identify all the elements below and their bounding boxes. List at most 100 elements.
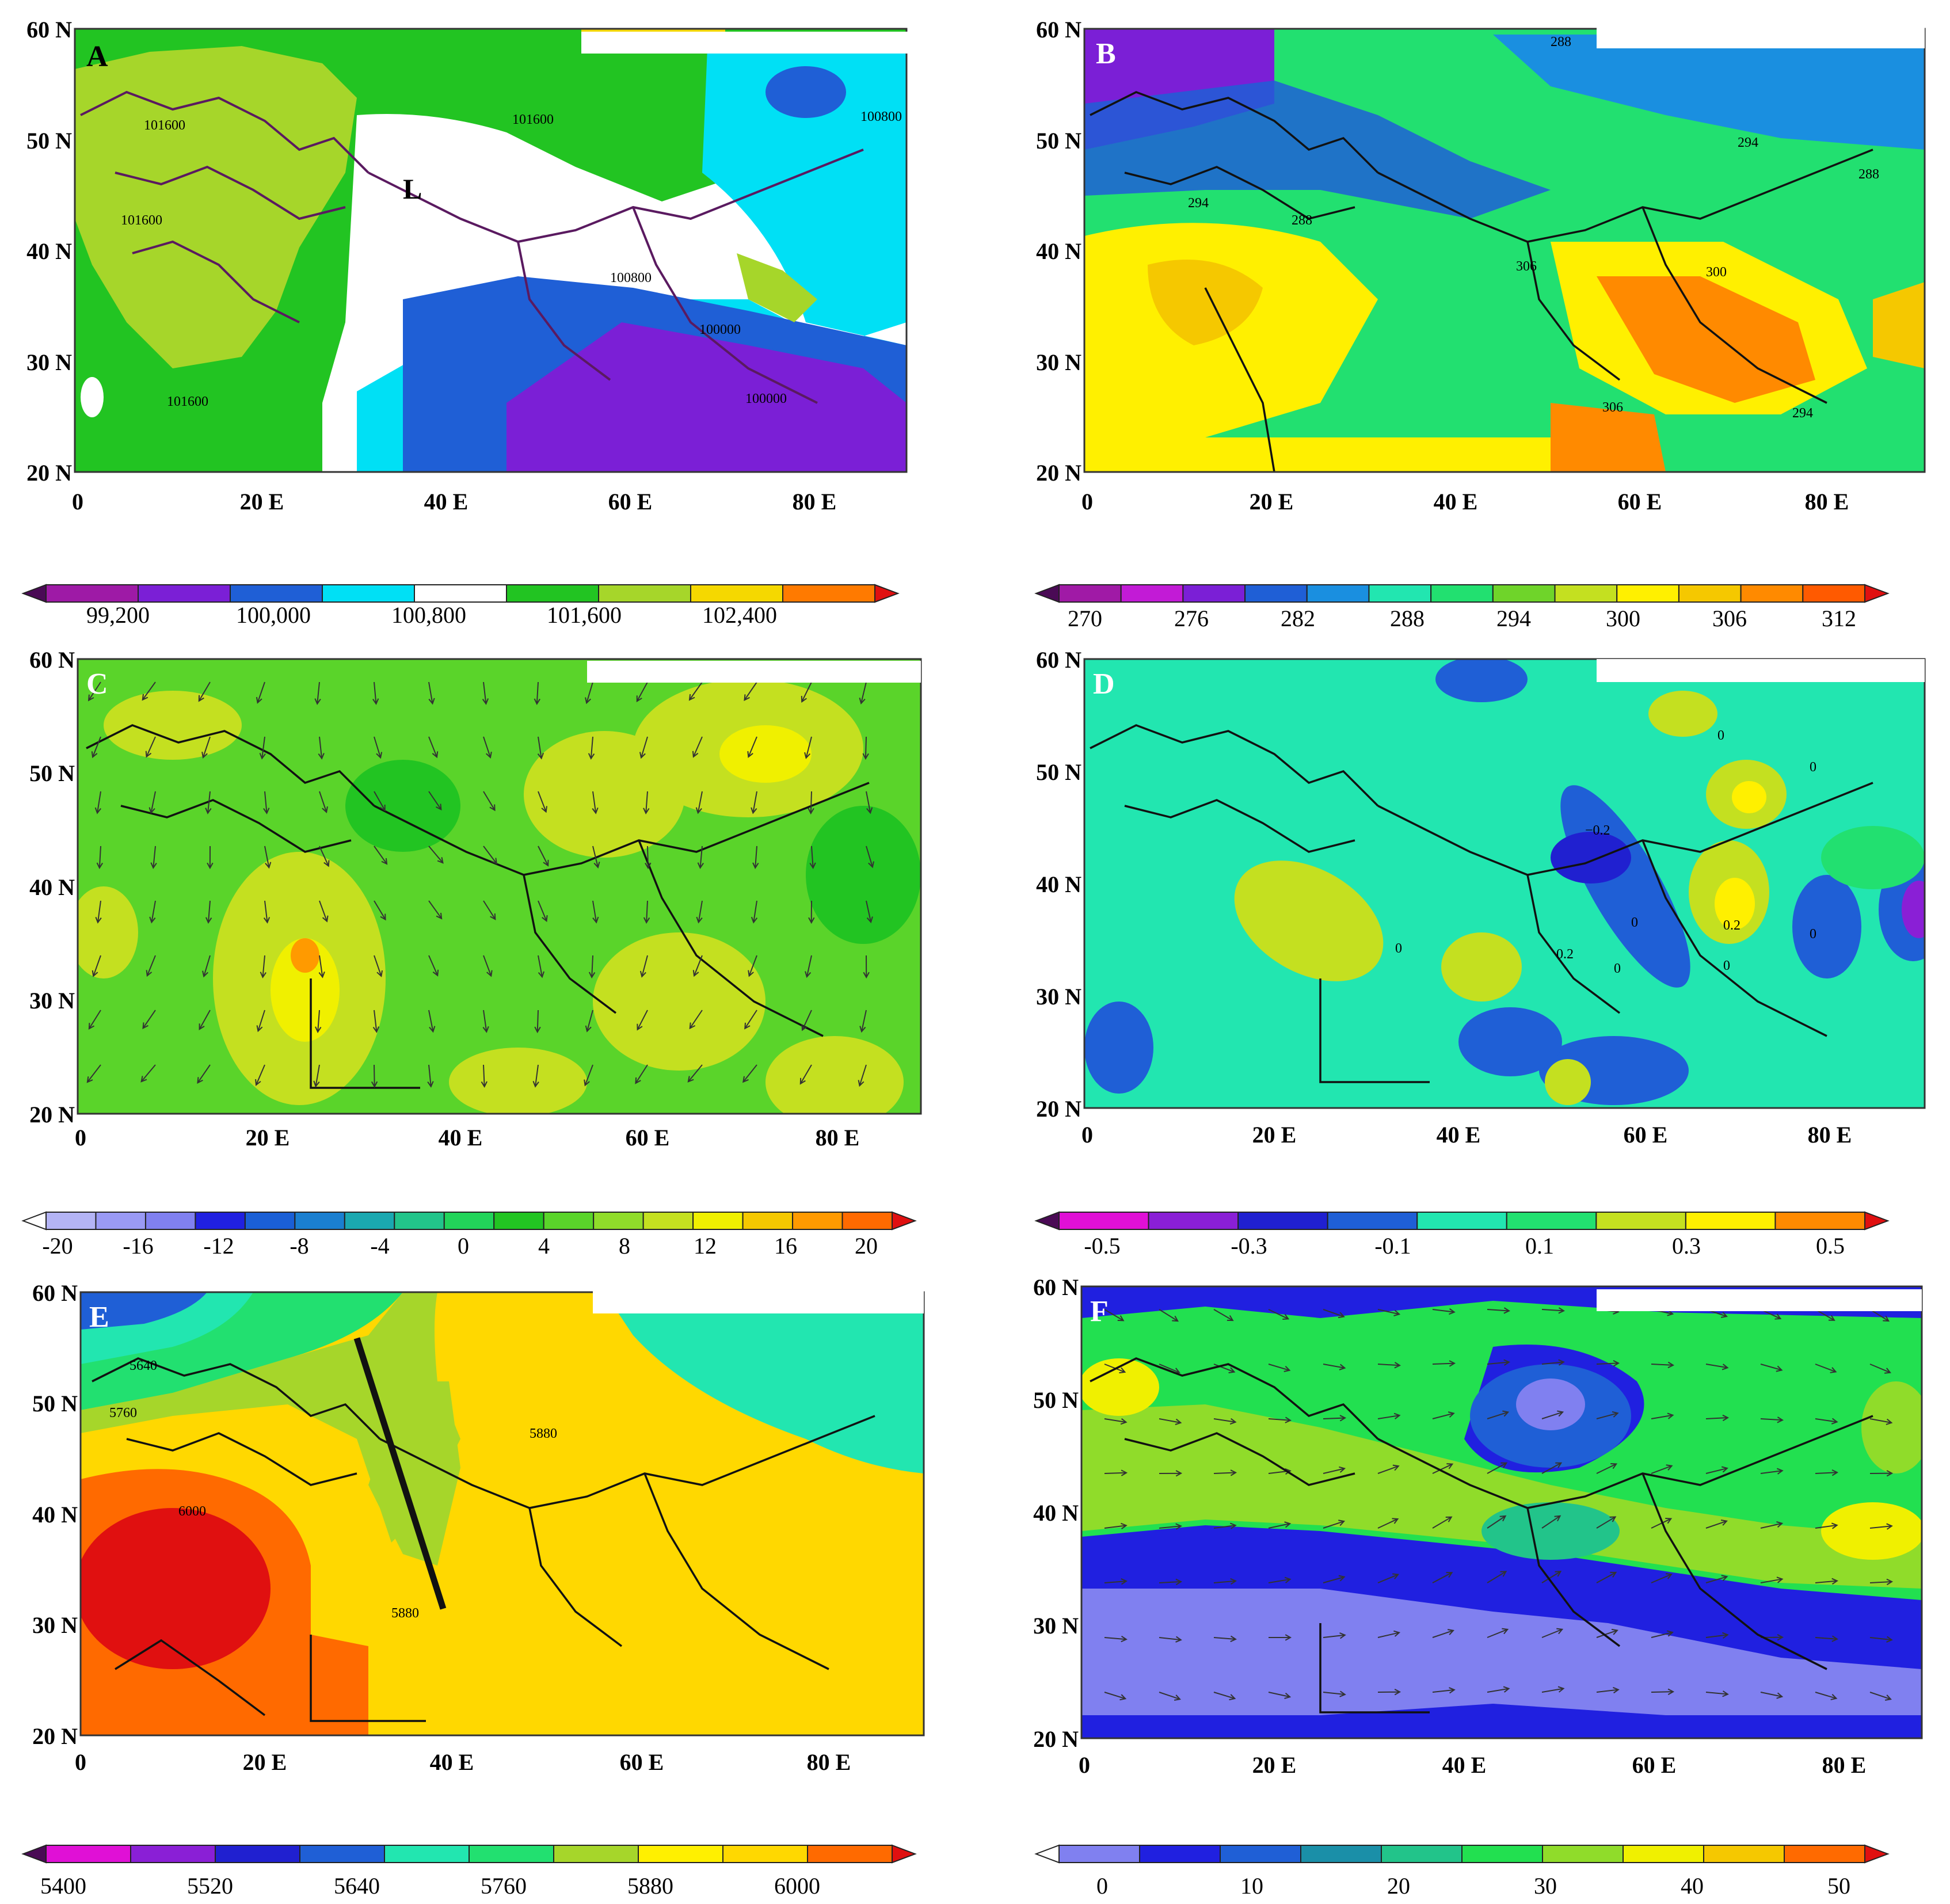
panel-f-upper-wind-map: F 60 N 50 N 40 N 30 N 20 N 0 20 E 40 E 6…	[1033, 1274, 1923, 1778]
wind-arrow	[1432, 1360, 1456, 1367]
svg-text:-12: -12	[203, 1233, 234, 1259]
wind-arrow	[1760, 1416, 1784, 1423]
wind-arrow	[592, 791, 599, 814]
colorbar-segment	[1554, 584, 1618, 603]
wind-arrow	[808, 791, 814, 815]
wind-arrow	[804, 736, 812, 759]
wind-arrow	[86, 1064, 101, 1083]
colorbar-segment	[443, 1212, 495, 1230]
colorbar-segment	[642, 1212, 694, 1230]
wind-arrow	[1705, 1466, 1728, 1474]
svg-text:0.5: 0.5	[1816, 1233, 1845, 1259]
wind-arrow	[1760, 1364, 1783, 1372]
colorbar-segment	[394, 1212, 445, 1230]
colorbar-segments	[1034, 584, 1890, 603]
wind-arrow	[636, 681, 648, 703]
colorbar-segment	[244, 1212, 296, 1230]
wind-arrow	[1487, 1410, 1510, 1419]
svg-text:4: 4	[538, 1233, 550, 1259]
svg-text:288: 288	[1551, 35, 1571, 49]
wind-arrow	[483, 736, 492, 759]
wind-arrow	[1541, 1571, 1562, 1583]
wind-arrow	[1432, 1572, 1453, 1583]
svg-text:20 E: 20 E	[1252, 1122, 1297, 1148]
wind-arrow	[140, 1064, 156, 1083]
colorbar-segment	[144, 1212, 196, 1230]
wind-arrow	[256, 1010, 265, 1033]
pressure-field	[75, 29, 907, 472]
wind-arrow	[584, 1064, 593, 1087]
colorbar-segment	[1381, 1845, 1462, 1863]
svg-text:100000: 100000	[745, 391, 787, 406]
colorbar-segment	[1492, 584, 1556, 603]
wind-arrow	[1432, 1516, 1453, 1529]
wind-arrow	[1651, 1573, 1673, 1583]
wind-arrow	[315, 1010, 322, 1033]
svg-text:50 N: 50 N	[29, 760, 75, 786]
vertical-velocity-field	[1084, 659, 1925, 1108]
svg-text:20 E: 20 E	[240, 489, 284, 515]
colorbar-segment	[1685, 1212, 1776, 1230]
colorbar-segment	[1058, 584, 1122, 603]
wind-arrow	[585, 681, 593, 705]
wind-arrow	[1815, 1469, 1839, 1476]
wind-arrow	[751, 791, 757, 814]
svg-text:300: 300	[1706, 265, 1727, 280]
svg-text:20 N: 20 N	[26, 460, 72, 486]
wind-arrow	[95, 900, 102, 924]
wind-arrow	[88, 1010, 101, 1030]
svg-text:40 N: 40 N	[1033, 1500, 1079, 1526]
wind-arrow	[801, 681, 812, 703]
wind-arrow	[205, 900, 212, 924]
wind-arrow	[1760, 1521, 1784, 1529]
wind-arrow	[744, 1010, 757, 1030]
wind-vectors	[86, 681, 874, 1088]
svg-text:−0.2: −0.2	[1585, 823, 1610, 838]
wind-speed-field	[78, 659, 921, 1114]
svg-text:60 E: 60 E	[620, 1749, 664, 1775]
svg-text:40 N: 40 N	[26, 238, 72, 264]
colorbar-segment	[138, 584, 231, 603]
wind-arrow	[1815, 1364, 1837, 1373]
wind-arrow	[538, 846, 549, 867]
svg-text:5400: 5400	[40, 1873, 86, 1899]
colorbar-segment	[294, 1212, 345, 1230]
svg-text:294: 294	[1792, 406, 1813, 421]
colorbar-segment	[1864, 584, 1890, 603]
wind-arrow	[197, 1064, 211, 1084]
svg-text:60 N: 60 N	[26, 17, 72, 43]
wind-arrow	[1541, 1307, 1566, 1314]
wind-arrow	[1487, 1628, 1509, 1638]
svg-text:-8: -8	[290, 1233, 309, 1259]
colorbar-e: 5400 5520 5640 5760 5880 6000	[21, 1844, 917, 1899]
wind-arrow	[1869, 1309, 1890, 1322]
wind-arrow	[801, 1010, 812, 1031]
svg-text:5880: 5880	[627, 1873, 673, 1899]
wind-arrow	[1377, 1518, 1399, 1529]
colorbar-c: -20 -16 -12 -8 -4 0 4 8 12 16 20	[21, 1211, 917, 1259]
wind-arrow	[692, 736, 703, 758]
wind-arrow	[1432, 1463, 1454, 1474]
wind-arrow	[372, 681, 379, 705]
wind-arrow	[1815, 1309, 1835, 1321]
wind-arrow	[1651, 1688, 1675, 1696]
colorbar-segment	[1740, 584, 1804, 603]
panel-c-wind-map: C 60 N 50 N 40 N 30 N 20 N 0 20 E 40 E 6…	[29, 647, 922, 1151]
wind-arrow	[592, 846, 600, 869]
wind-arrow	[1377, 1464, 1400, 1474]
panel-letter: D	[1093, 668, 1115, 700]
svg-text:20 E: 20 E	[246, 1125, 290, 1151]
svg-text:60 N: 60 N	[1036, 647, 1081, 673]
svg-text:30: 30	[1534, 1873, 1557, 1899]
svg-text:288: 288	[1390, 606, 1425, 631]
colorbar-segment	[874, 584, 900, 603]
colorbar-segment	[593, 1212, 644, 1230]
wind-arrow	[645, 846, 652, 870]
wind-arrow	[482, 681, 489, 705]
svg-text:20 N: 20 N	[1036, 460, 1081, 486]
colorbar-segment	[299, 1845, 385, 1863]
svg-text:50 N: 50 N	[1036, 759, 1081, 785]
wind-arrow	[687, 1064, 703, 1083]
wind-arrow	[260, 955, 266, 978]
wind-arrow	[483, 846, 498, 865]
